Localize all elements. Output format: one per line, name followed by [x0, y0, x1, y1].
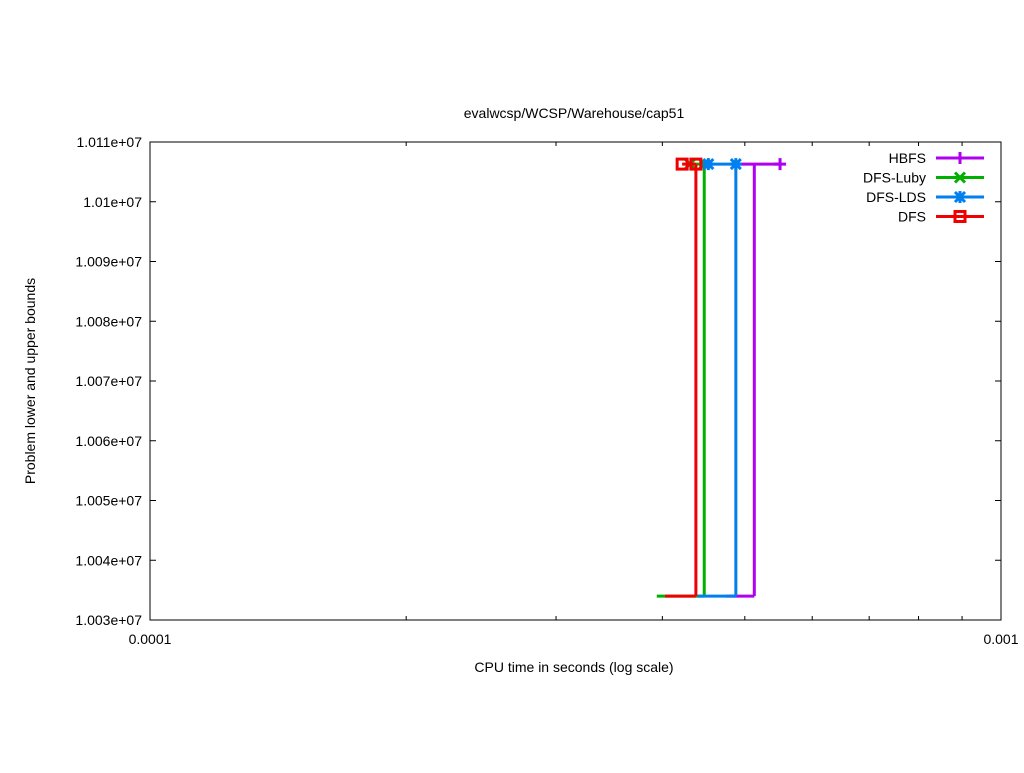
legend-label: DFS-Luby: [863, 170, 926, 186]
y-tick-label: 1.011e+07: [76, 134, 142, 150]
data-point-marker: [702, 158, 715, 171]
series-dfs: [665, 157, 703, 598]
series-dfs-luby: [656, 158, 711, 598]
y-tick-label: 1.006e+07: [75, 433, 142, 449]
y-tick-label: 1.009e+07: [75, 254, 142, 270]
data-point-marker: [689, 157, 703, 171]
legend-label: HBFS: [889, 150, 926, 166]
y-tick-label: 1.004e+07: [75, 552, 142, 568]
y-tick-label: 1.01e+07: [83, 194, 142, 210]
data-point-marker: [675, 157, 689, 171]
data-point-marker: [774, 158, 787, 171]
x-tick-label: 0.001: [983, 631, 1018, 647]
chart-title: evalwcsp/WCSP/Warehouse/cap51: [464, 105, 685, 121]
y-tick-label: 1.005e+07: [75, 493, 142, 509]
y-tick-label: 1.007e+07: [75, 373, 142, 389]
legend-label: DFS-LDS: [866, 189, 926, 205]
x-tick-label: 0.0001: [129, 631, 172, 647]
legend-marker: [953, 190, 967, 204]
series-dfs-lds: [697, 158, 742, 598]
legend-marker: [953, 210, 967, 223]
y-axis-label: Problem lower and upper bounds: [22, 278, 38, 484]
plot-frame: [149, 141, 1002, 621]
legend-marker: [954, 152, 966, 164]
y-tick-label: 1.003e+07: [75, 612, 142, 628]
data-point-marker: [729, 158, 742, 171]
x-axis-label: CPU time in seconds (log scale): [474, 659, 673, 675]
y-tick-label: 1.008e+07: [75, 313, 142, 329]
legend-marker: [953, 171, 967, 184]
legend-label: DFS: [898, 209, 926, 225]
